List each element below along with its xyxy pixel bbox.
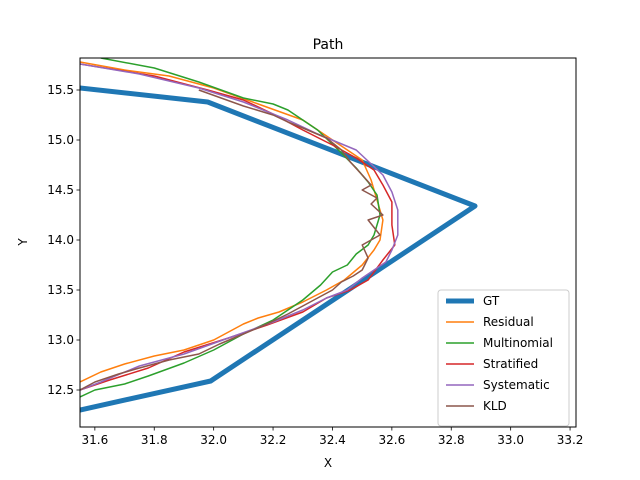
- x-tick-label: 33.2: [557, 433, 584, 447]
- series-line-kld: [80, 89, 384, 391]
- x-tick-label: 32.0: [200, 433, 227, 447]
- x-tick-label: 32.8: [438, 433, 465, 447]
- plot-frame: [79, 57, 577, 428]
- y-axis-label: Y: [16, 238, 30, 247]
- ticks-layer: 31.6 31.8 32.0 32.2 32.4 32.6 32.8 33.0 33.2 12.5…: [47, 83, 583, 447]
- legend-label-systematic: Systematic: [483, 378, 550, 392]
- legend-label-stratified: Stratified: [483, 357, 538, 371]
- y-tick-label: 12.5: [47, 383, 74, 397]
- series-line-systematic: [80, 63, 399, 391]
- chart-title: Path: [313, 37, 344, 53]
- x-tick-label: 33.0: [497, 433, 524, 447]
- x-tick-label: 32.4: [319, 433, 346, 447]
- series-line-gt: [80, 85, 478, 413]
- legend-label-residual: Residual: [483, 315, 534, 329]
- legend: GT Residual Multinomial Stratified Systemati…: [437, 289, 570, 427]
- legend-label-gt: GT: [483, 294, 500, 308]
- series-line-multinomial: [80, 58, 381, 398]
- x-tick-label: 32.2: [260, 433, 287, 447]
- series-layer: [80, 58, 478, 413]
- legend-box: [437, 289, 570, 427]
- y-tick-label: 14.0: [47, 233, 74, 247]
- x-axis-label: X: [324, 456, 332, 470]
- y-tick-label: 13.5: [47, 283, 74, 297]
- x-tick-label: 31.8: [141, 433, 168, 447]
- x-tick-label: 32.6: [378, 433, 405, 447]
- x-tick-label: 31.6: [81, 433, 108, 447]
- y-tick-label: 13.0: [47, 333, 74, 347]
- legend-label-kld: KLD: [483, 399, 507, 413]
- legend-label-multinomial: Multinomial: [483, 336, 553, 350]
- y-tick-label: 15.5: [47, 83, 74, 97]
- y-tick-label: 15.0: [47, 133, 74, 147]
- y-tick-label: 14.5: [47, 183, 74, 197]
